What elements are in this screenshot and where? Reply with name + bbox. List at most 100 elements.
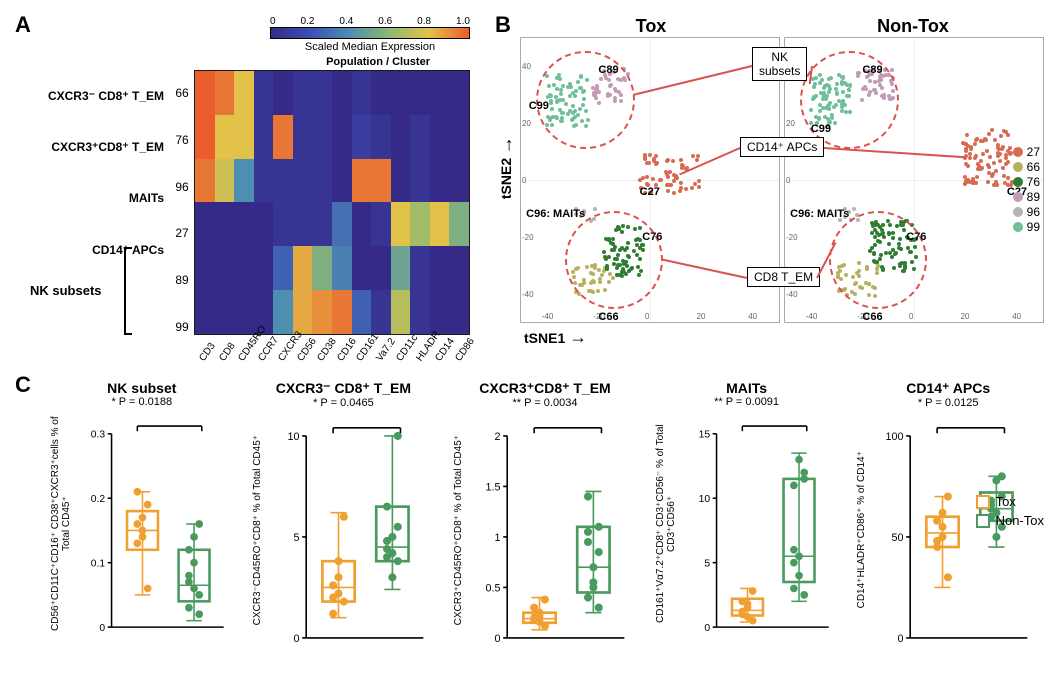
tsne-point (996, 143, 1000, 147)
tsne-point (1001, 166, 1005, 170)
pvalue-label: * P = 0.0465 (313, 397, 374, 409)
cluster-minilabel: C96: MAITs (526, 208, 585, 220)
heatmap-cell (215, 159, 235, 203)
heatmap-cell (332, 246, 352, 290)
svg-text:0: 0 (898, 633, 904, 645)
tsne-point (968, 152, 972, 156)
tsne-point (1008, 152, 1012, 156)
heatmap-col-label: Va7.2 (374, 349, 389, 364)
panel-b-label: B (495, 12, 511, 38)
tsne-point (963, 182, 967, 186)
cluster-legend: 276676899699 (1013, 144, 1040, 235)
legend-label: 27 (1027, 145, 1040, 159)
heatmap-col-label: CD16 (335, 349, 350, 364)
tsne-point (666, 158, 670, 162)
heatmap-cell (449, 202, 469, 246)
tsne-point (658, 178, 662, 182)
svg-text:0.2: 0.2 (91, 494, 106, 505)
heatmap-cell (391, 290, 411, 334)
heatmap-cell (293, 115, 313, 159)
tsne-point (990, 174, 994, 178)
heatmap-cell (312, 115, 332, 159)
heatmap-cell (371, 71, 391, 115)
heatmap-cell (293, 202, 313, 246)
tsne-point (666, 175, 670, 179)
heatmap-cell (195, 290, 215, 334)
tsne-point (1000, 147, 1004, 151)
heatmap-col-label: CD3 (197, 349, 212, 364)
heatmap-cell (254, 115, 274, 159)
heatmap-cell (234, 246, 254, 290)
tsne-point (973, 142, 977, 146)
tsne-point (986, 163, 990, 167)
panel-c: C NK subset* P = 0.0188CD56⁺CD11C⁺CD16⁺ … (10, 370, 1050, 640)
svg-text:1.5: 1.5 (486, 481, 501, 493)
tox-legend: ToxNon-Tox (976, 490, 1044, 532)
heatmap-cell (410, 159, 430, 203)
svg-text:5: 5 (704, 559, 710, 570)
heatmap-cell (430, 246, 450, 290)
tsne-point (695, 158, 699, 162)
heatmap-col-label: CD161 (355, 349, 370, 364)
tsne-point (679, 186, 683, 190)
heatmap-cell (195, 159, 215, 203)
heatmap-col-label: CD38 (315, 349, 330, 364)
heatmap-cell (391, 115, 411, 159)
heatmap-cell (449, 115, 469, 159)
cluster-id: 27 (175, 226, 188, 240)
tsne-point (645, 175, 649, 179)
heatmap-cell (293, 246, 313, 290)
legend-swatch (976, 495, 990, 509)
heatmap-cell (332, 71, 352, 115)
heatmap-cell (352, 159, 372, 203)
tsne-point (654, 154, 658, 158)
svg-text:1: 1 (495, 532, 501, 544)
heatmap-cell (215, 246, 235, 290)
cluster-id: 89 (175, 273, 188, 287)
tsne-point (981, 152, 985, 156)
cluster-circle (536, 51, 634, 149)
tsne-point (697, 185, 701, 189)
heatmap-cell (312, 71, 332, 115)
pvalue-label: ** P = 0.0091 (714, 396, 779, 408)
tsne-point (852, 207, 856, 211)
boxplot-title: CXCR3⁺CD8⁺ T_EM (479, 380, 610, 397)
cluster-id: 66 (175, 86, 188, 100)
heatmap-cell (352, 246, 372, 290)
tsne-point (963, 142, 967, 146)
heatmap-cell (273, 246, 293, 290)
heatmap-cell (234, 115, 254, 159)
heatmap-cell (410, 115, 430, 159)
heatmap-cell (449, 246, 469, 290)
heatmap: Population / Cluster CXCR3⁻ CD8⁺ T_EMCXC… (20, 70, 470, 350)
heatmap-cell (332, 115, 352, 159)
cluster-minilabel: C66 (862, 311, 882, 323)
tsne-point (987, 132, 991, 136)
tsne-point (666, 189, 670, 193)
heatmap-cell (332, 202, 352, 246)
tsne-point (979, 159, 983, 163)
tsne-plot-tox: -40-2002040-40-2002040C89C99C27C76C66C96… (520, 37, 780, 323)
heatmap-cell (195, 71, 215, 115)
boxplot: NK subset* P = 0.0188CD56⁺CD11C⁺CD16⁺ CD… (50, 380, 234, 640)
population-header: Population / Cluster (326, 56, 430, 68)
heatmap-row-label: CXCR3⁺CD8⁺ T_EM (20, 140, 164, 154)
heatmap-cell (352, 71, 372, 115)
y-axis-label: CD56⁺CD11C⁺CD16⁺ CD38⁺CXCR3⁺cells % of T… (50, 408, 72, 640)
tsne-point (999, 134, 1003, 138)
tsne-point (679, 181, 683, 185)
svg-text:10: 10 (698, 494, 710, 505)
tsne-point (1002, 129, 1006, 133)
tsne2-axis-label: tSNE2 (498, 158, 514, 199)
heatmap-cell (293, 159, 313, 203)
heatmap-cell (391, 71, 411, 115)
heatmap-cell (254, 71, 274, 115)
heatmap-cell (234, 71, 254, 115)
cluster-minilabel: C66 (598, 311, 618, 323)
heatmap-cell (410, 202, 430, 246)
heatmap-cell (332, 290, 352, 334)
legend-label: 96 (1027, 205, 1040, 219)
heatmap-cell (410, 71, 430, 115)
tsne-point (667, 183, 671, 187)
heatmap-cell (215, 290, 235, 334)
